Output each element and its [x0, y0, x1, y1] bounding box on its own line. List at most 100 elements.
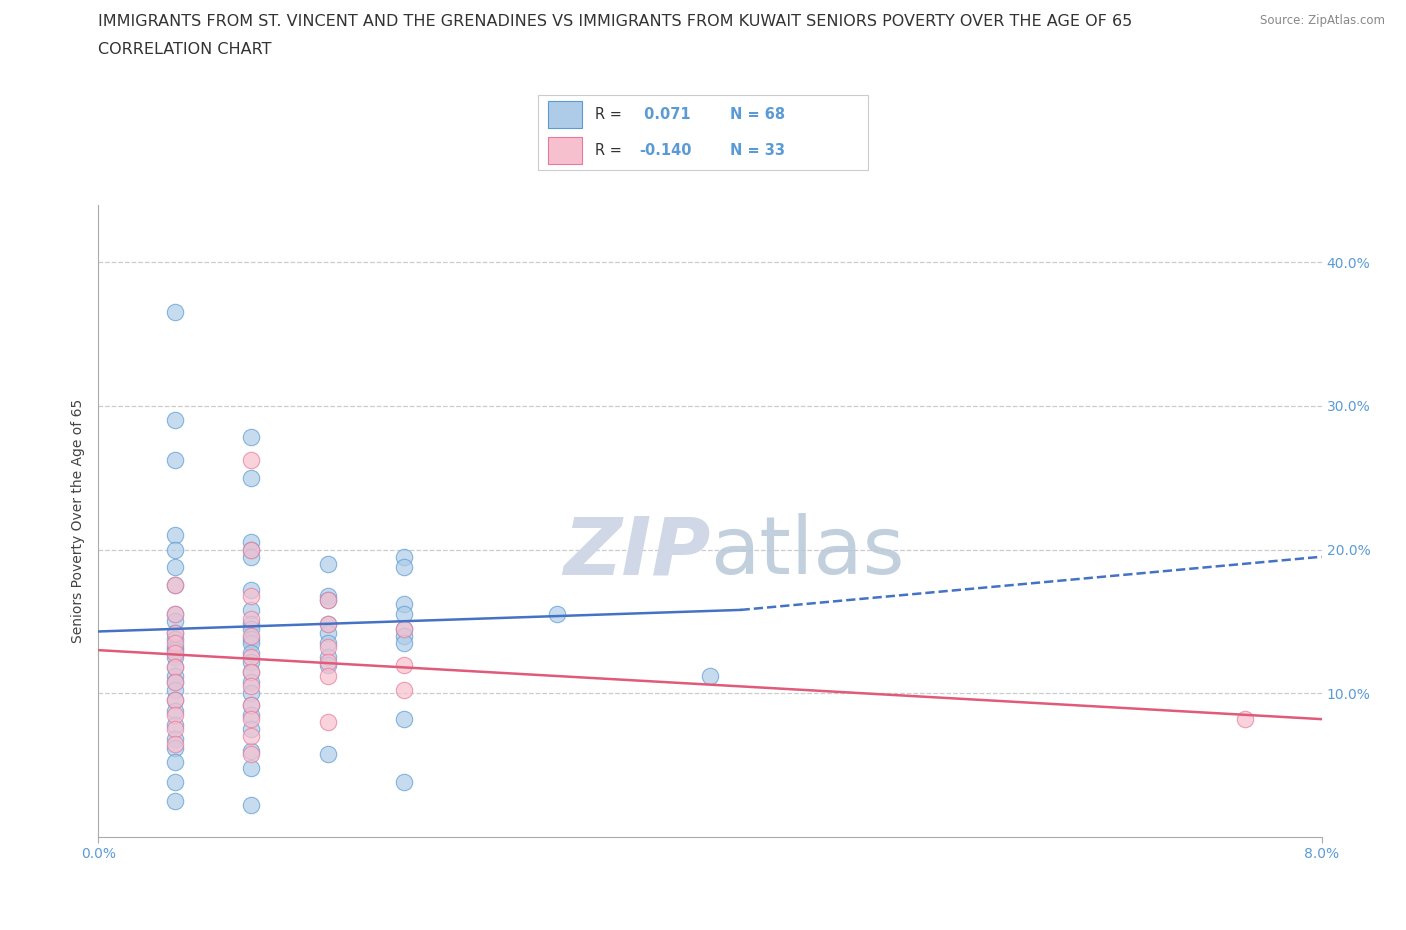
Point	[163, 693, 186, 708]
Point	[163, 660, 186, 675]
Point	[316, 617, 339, 631]
Point	[392, 597, 416, 612]
Point	[240, 453, 263, 468]
Point	[240, 654, 263, 669]
Point	[240, 722, 263, 737]
Point	[240, 798, 263, 813]
Point	[392, 606, 416, 621]
Point	[240, 761, 263, 776]
Point	[240, 698, 263, 712]
Point	[163, 626, 186, 641]
Point	[392, 635, 416, 650]
Point	[163, 542, 186, 557]
Point	[240, 471, 263, 485]
Point	[163, 305, 186, 320]
Point	[163, 775, 186, 790]
Point	[240, 430, 263, 445]
Point	[163, 606, 186, 621]
Text: -0.140: -0.140	[638, 143, 692, 158]
Point	[240, 621, 263, 636]
Point	[240, 729, 263, 744]
Point	[546, 606, 568, 621]
Text: IMMIGRANTS FROM ST. VINCENT AND THE GRENADINES VS IMMIGRANTS FROM KUWAIT SENIORS: IMMIGRANTS FROM ST. VINCENT AND THE GREN…	[98, 14, 1133, 29]
Point	[163, 793, 186, 808]
Point	[392, 550, 416, 565]
Text: ZIP: ZIP	[562, 513, 710, 591]
Point	[163, 606, 186, 621]
Point	[240, 582, 263, 597]
Point	[240, 698, 263, 712]
Point	[163, 614, 186, 629]
Point	[240, 588, 263, 603]
Point	[163, 660, 186, 675]
Point	[240, 629, 263, 644]
Point	[316, 654, 339, 669]
Point	[240, 679, 263, 694]
Point	[163, 640, 186, 655]
Text: N = 33: N = 33	[730, 143, 785, 158]
Bar	[548, 101, 582, 127]
Point	[316, 592, 339, 607]
Bar	[548, 138, 582, 165]
Point	[392, 683, 416, 698]
Point	[163, 650, 186, 665]
Point	[163, 722, 186, 737]
Point	[392, 711, 416, 726]
Point	[163, 693, 186, 708]
Point	[392, 629, 416, 644]
Point	[240, 535, 263, 550]
Point	[316, 626, 339, 641]
Point	[392, 621, 416, 636]
Point	[316, 746, 339, 761]
Point	[240, 631, 263, 646]
Point	[163, 527, 186, 542]
Point	[240, 611, 263, 626]
Point	[240, 603, 263, 618]
Point	[316, 640, 339, 655]
Point	[316, 592, 339, 607]
Point	[240, 635, 263, 650]
Text: R =: R =	[595, 143, 627, 158]
Point	[240, 743, 263, 758]
Point	[163, 413, 186, 428]
Point	[163, 674, 186, 689]
Legend: Immigrants from St. Vincent and the Grenadines, Immigrants from Kuwait: Immigrants from St. Vincent and the Gren…	[412, 926, 1008, 930]
Text: R =: R =	[595, 107, 627, 122]
Point	[316, 588, 339, 603]
Point	[316, 650, 339, 665]
Point	[1234, 711, 1257, 726]
Point	[240, 674, 263, 689]
Point	[163, 740, 186, 755]
Point	[163, 635, 186, 650]
Point	[163, 559, 186, 574]
Point	[316, 617, 339, 631]
Point	[163, 717, 186, 732]
Point	[316, 714, 339, 729]
Text: CORRELATION CHART: CORRELATION CHART	[98, 42, 271, 57]
Point	[163, 631, 186, 646]
Point	[163, 683, 186, 698]
Text: 0.071: 0.071	[638, 107, 690, 122]
Point	[163, 708, 186, 723]
Point	[240, 617, 263, 631]
Point	[316, 669, 339, 684]
Point	[163, 626, 186, 641]
Point	[392, 621, 416, 636]
Point	[240, 664, 263, 679]
Point	[163, 674, 186, 689]
Point	[316, 556, 339, 571]
Point	[163, 578, 186, 593]
Point	[240, 685, 263, 700]
Point	[163, 453, 186, 468]
Point	[392, 658, 416, 672]
FancyBboxPatch shape	[537, 95, 869, 170]
Point	[392, 559, 416, 574]
Text: N = 68: N = 68	[730, 107, 785, 122]
Point	[163, 737, 186, 751]
Point	[240, 650, 263, 665]
Point	[240, 664, 263, 679]
Point	[240, 542, 263, 557]
Text: Source: ZipAtlas.com: Source: ZipAtlas.com	[1260, 14, 1385, 27]
Point	[240, 645, 263, 660]
Point	[240, 550, 263, 565]
